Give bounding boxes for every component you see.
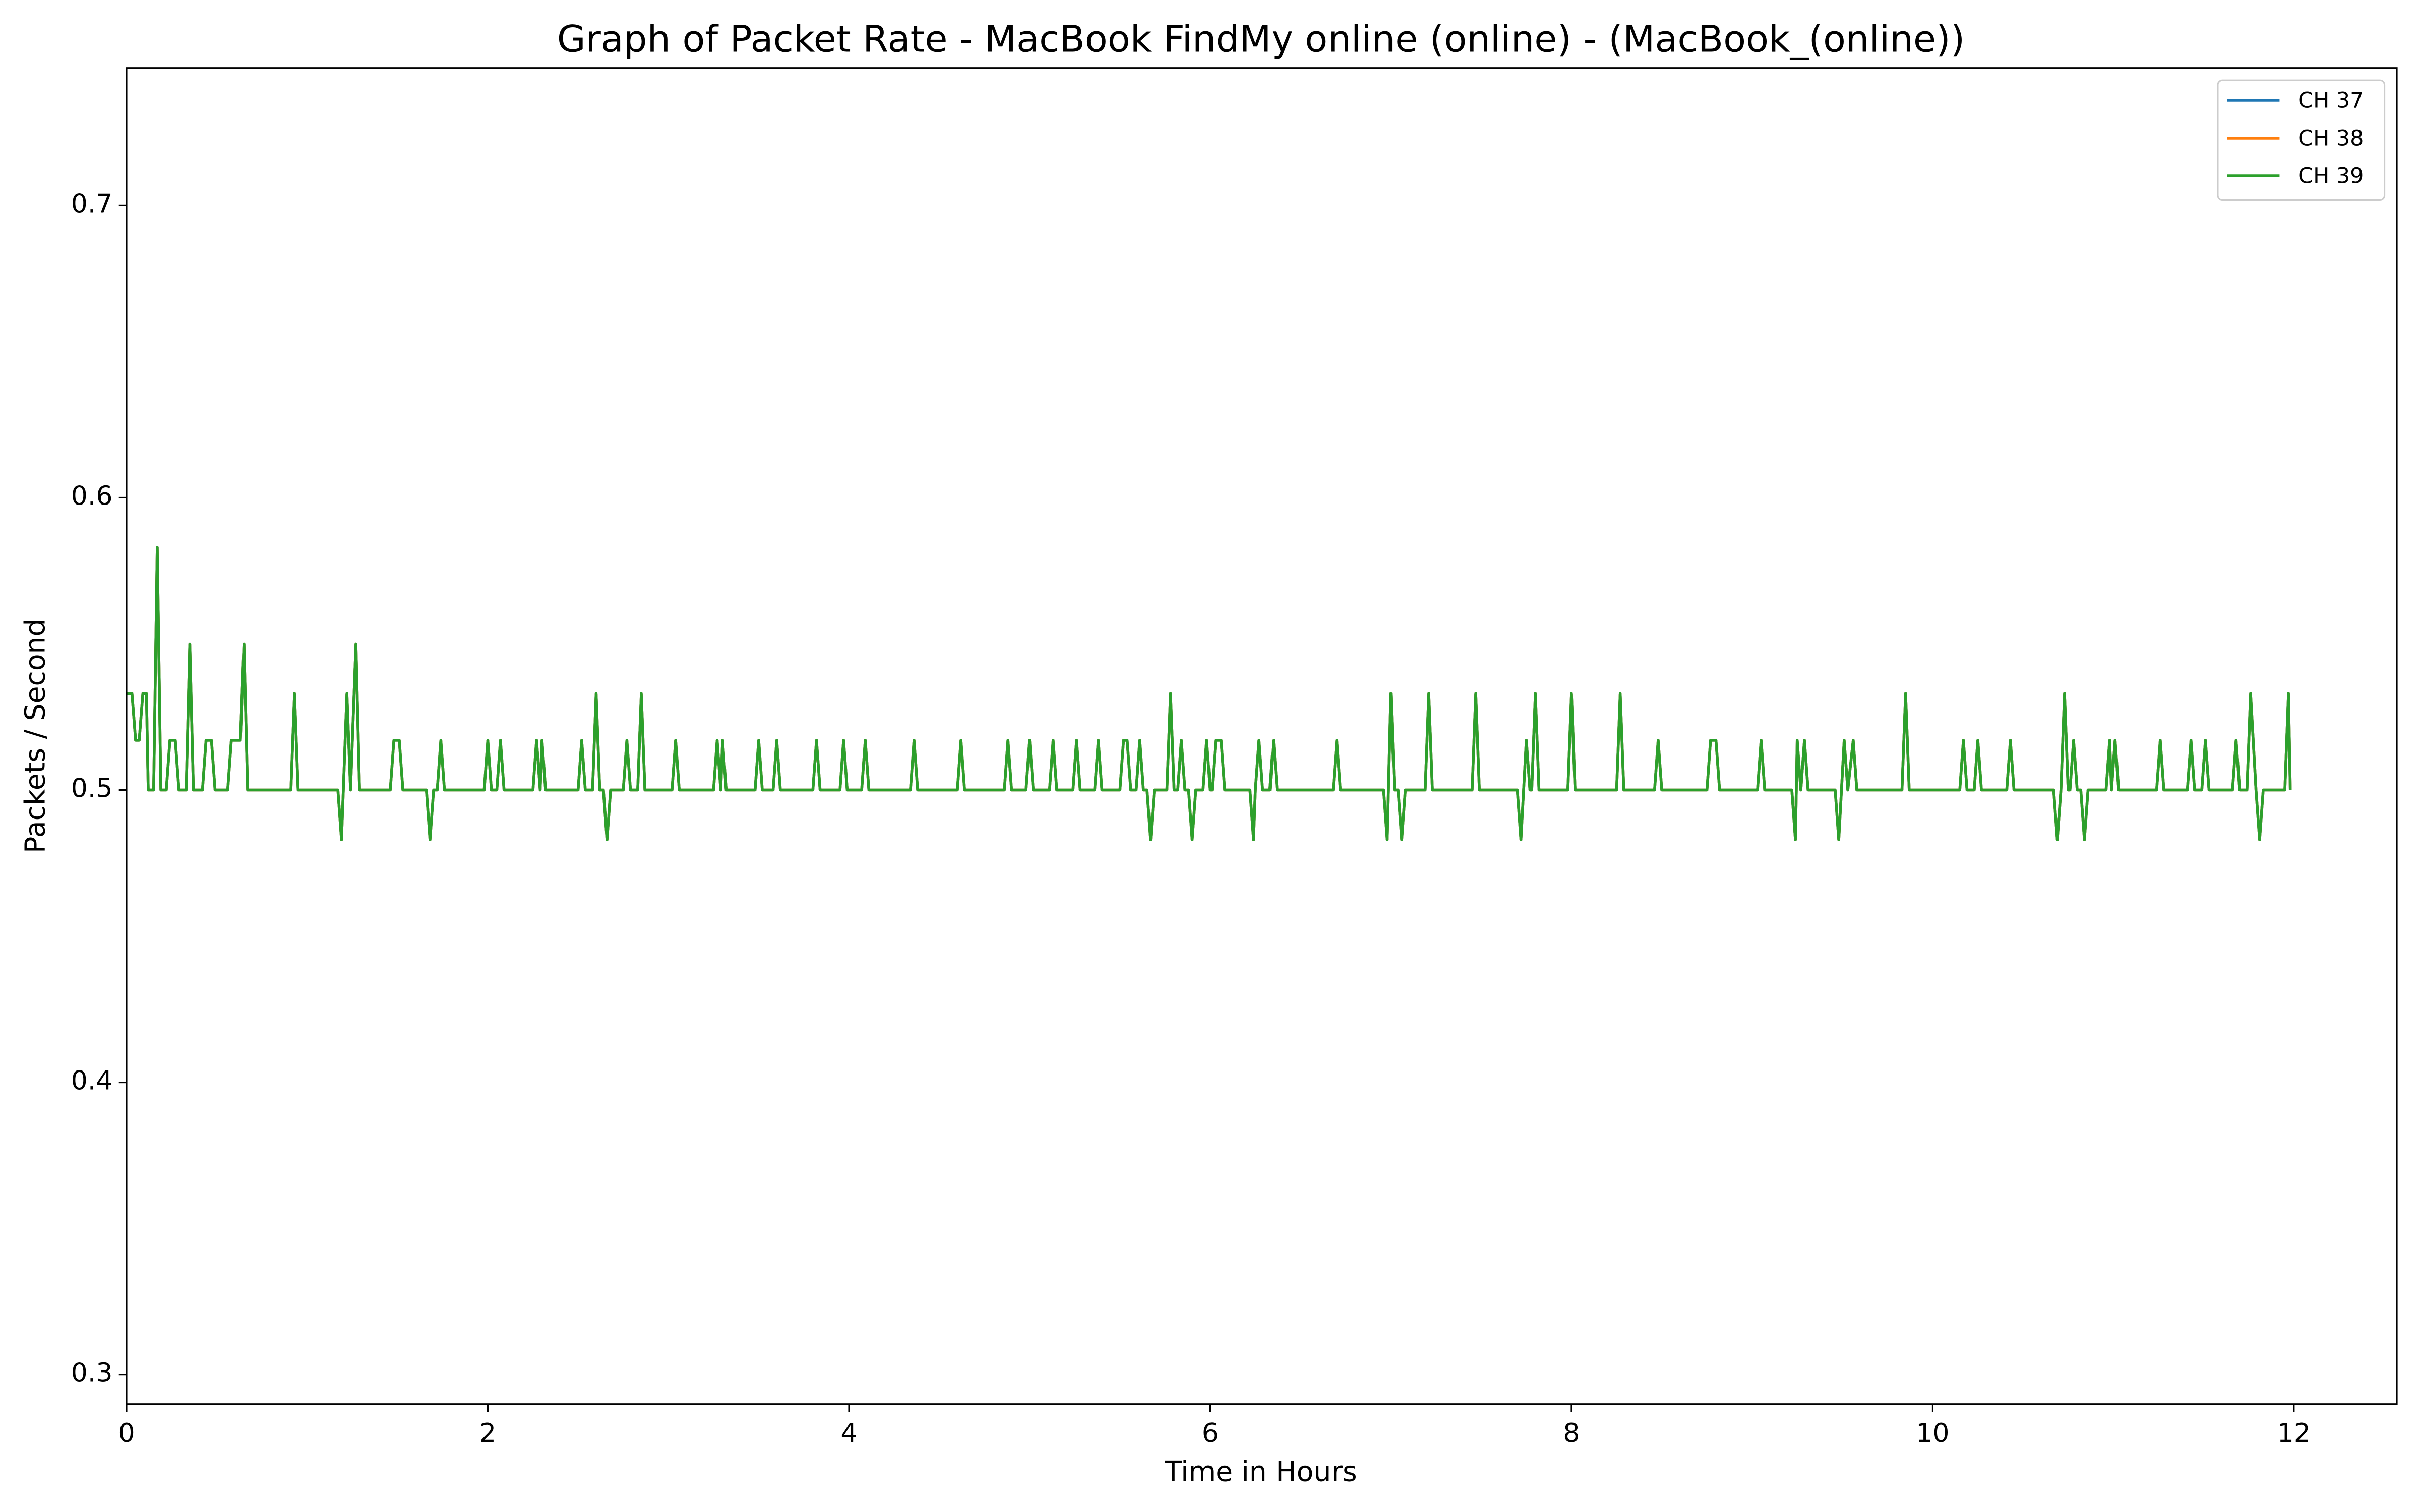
series-line (127, 546, 2292, 841)
legend-box (2217, 79, 2386, 201)
legend-label: CH 38 (2298, 126, 2364, 151)
legend-label: CH 39 (2298, 164, 2364, 189)
y-tick-label: 0.4 (71, 1066, 113, 1096)
y-axis-label: Packets / Second (19, 619, 51, 853)
series-line (127, 546, 2292, 841)
x-tick-label: 10 (1916, 1418, 1949, 1448)
y-tick-label: 0.6 (71, 481, 113, 511)
y-tick-label: 0.3 (71, 1358, 113, 1389)
legend-label: CH 37 (2298, 88, 2364, 113)
plot-frame (126, 67, 2398, 1405)
x-tick-label: 12 (2277, 1418, 2311, 1448)
y-tick-label: 0.7 (71, 188, 113, 219)
x-tick-label: 4 (840, 1418, 857, 1448)
chart-title: Graph of Packet Rate - MacBook FindMy on… (557, 18, 1965, 61)
series-line (127, 546, 2292, 841)
x-tick-label: 2 (479, 1418, 496, 1448)
x-axis-label: Time in Hours (1164, 1456, 1357, 1488)
y-tick-label: 0.5 (71, 774, 113, 804)
x-tick-label: 8 (1563, 1418, 1580, 1448)
x-tick-label: 6 (1202, 1418, 1219, 1448)
x-tick-label: 0 (118, 1418, 135, 1448)
